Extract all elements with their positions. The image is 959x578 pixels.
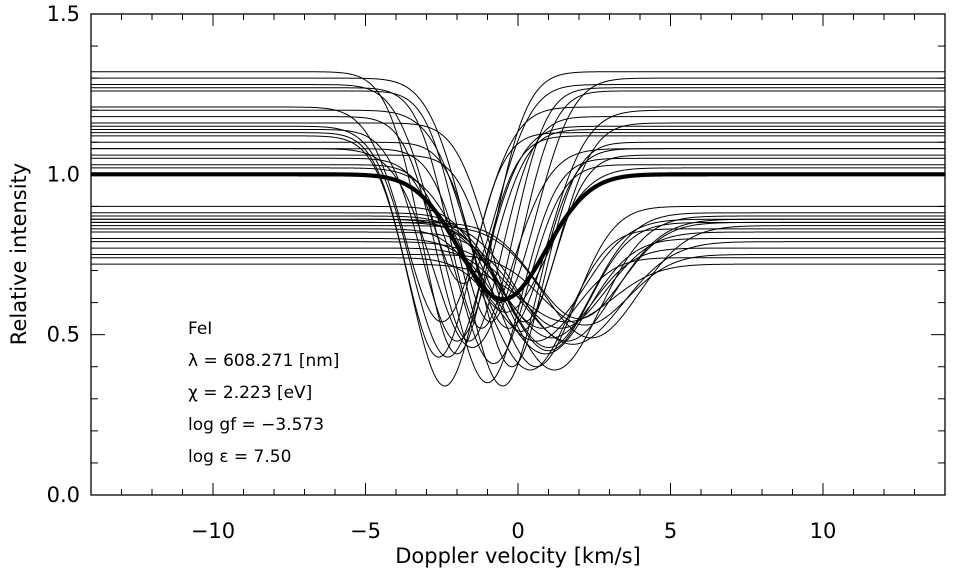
y-tick-label: 0.0 [47,483,80,507]
annotation-log-gf: log gf = −3.573 [188,415,324,435]
x-tick-label: 0 [511,519,524,543]
y-tick-label: 0.5 [47,323,80,347]
x-tick-label: 10 [810,519,837,543]
annotation-element: FeI [188,319,212,339]
annotation-excitation: χ = 2.223 [eV] [188,383,312,403]
y-tick-label: 1.5 [47,2,80,26]
x-tick-label: 5 [664,519,677,543]
x-tick-label: −10 [191,519,235,543]
x-axis-title: Doppler velocity [km/s] [395,544,641,568]
annotation-log-eps: log ε = 7.50 [188,447,291,467]
y-axis-title: Relative intensity [7,163,31,345]
y-tick-label: 1.0 [47,162,80,186]
annotation-wavelength: λ = 608.271 [nm] [188,351,339,371]
x-tick-label: −5 [350,519,381,543]
